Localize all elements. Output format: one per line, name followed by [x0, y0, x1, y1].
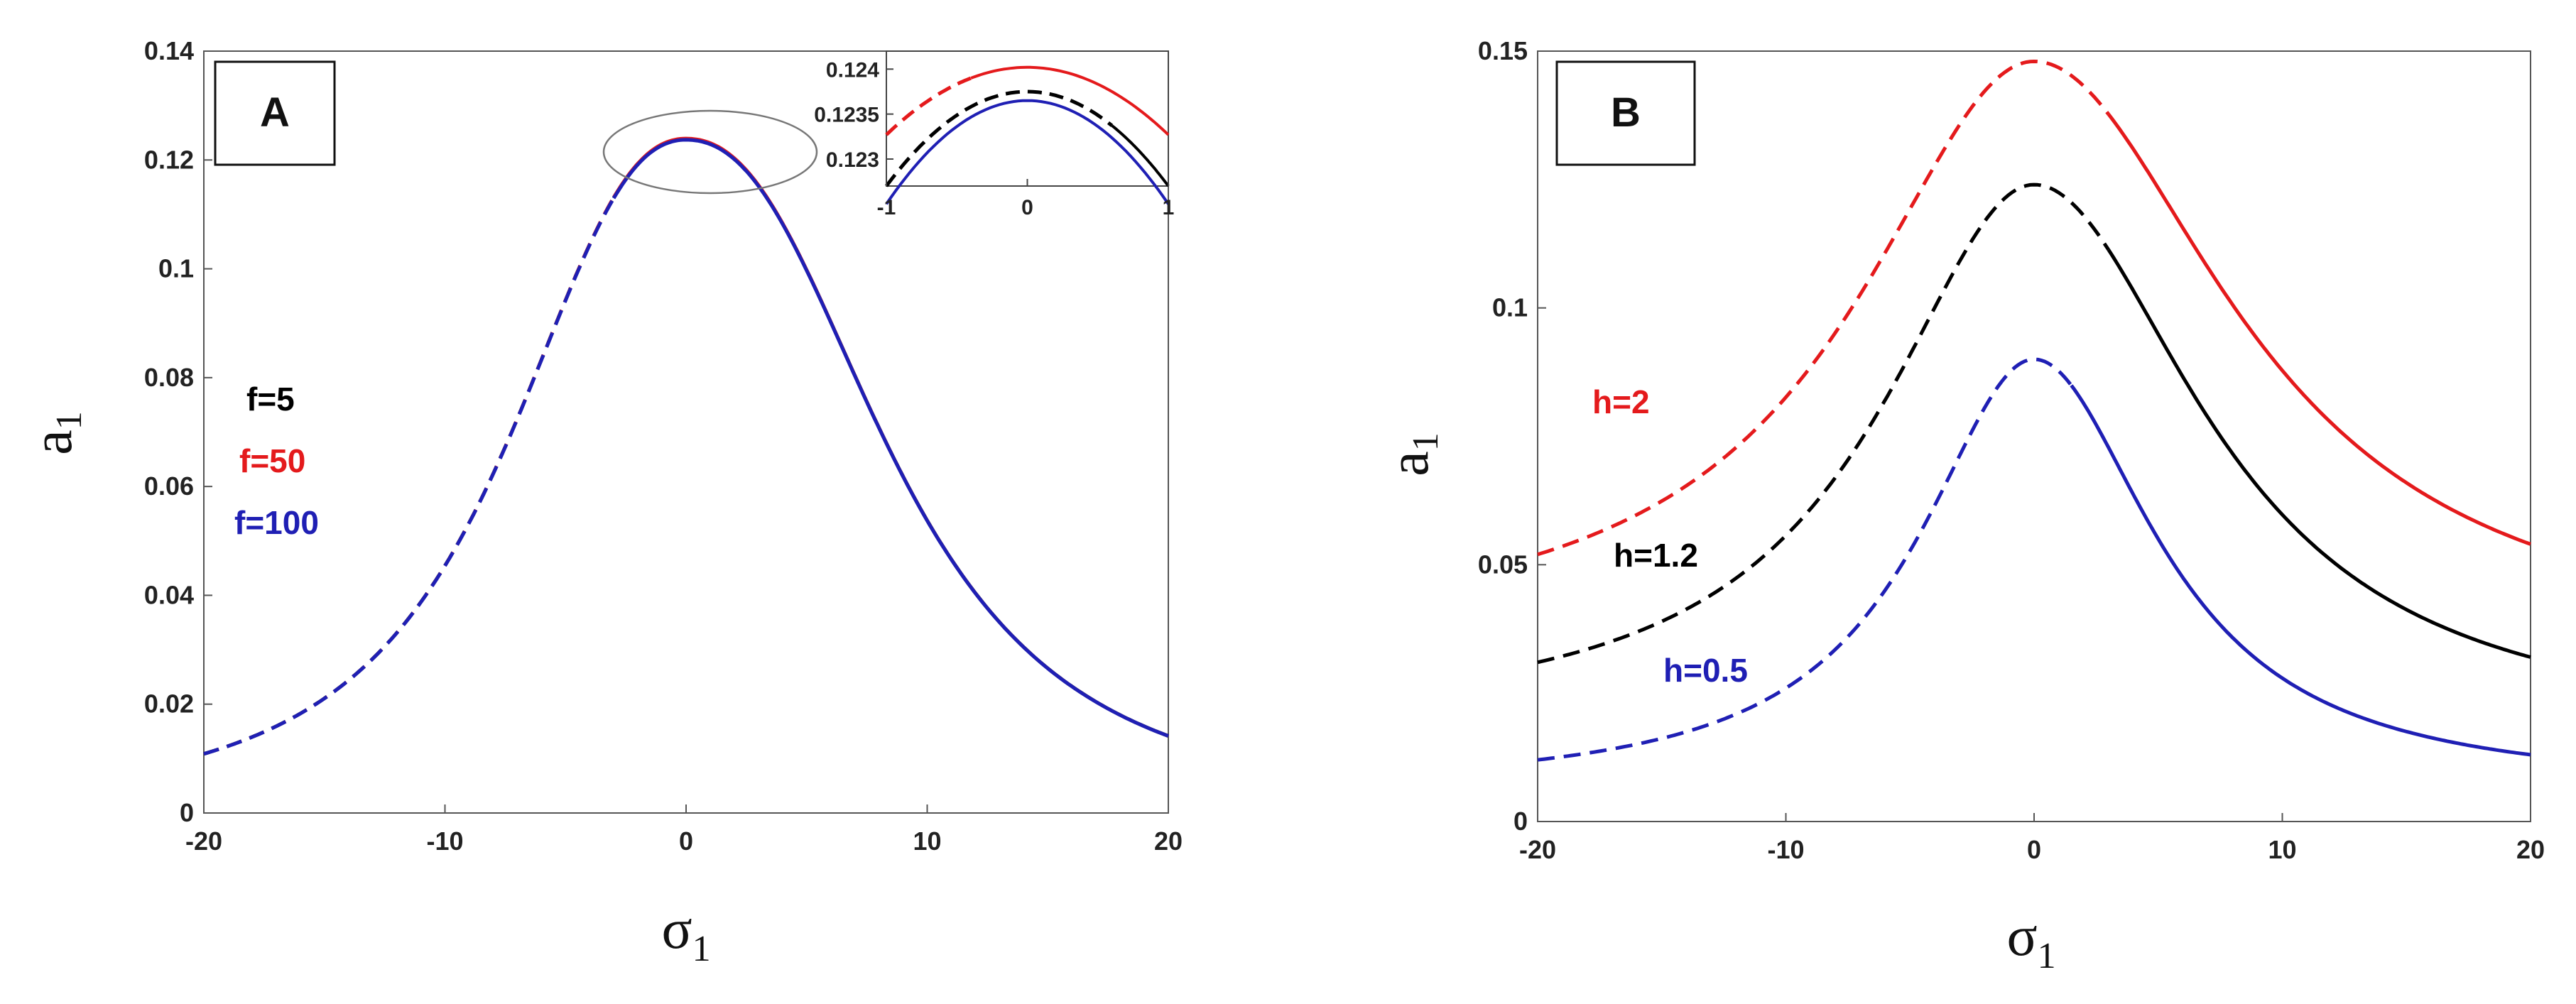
panel-a-label: A [260, 89, 290, 136]
panel-a-inset-curves [885, 65, 1170, 205]
panel-b-xtick-label: 20 [2516, 835, 2545, 864]
panel-a-xtick-label: 20 [1154, 826, 1183, 856]
legend-f100: f=100 [234, 504, 319, 541]
panel-b-series-h=0.5-solid [2070, 384, 2531, 757]
panel-a-x-ticks: -20 -10 0 10 20 [185, 804, 1183, 856]
panel-a-inset-y-ticks: 0.124 0.1235 0.123 [814, 58, 893, 172]
panel-b-plot-frame [1537, 50, 2531, 822]
legend-f50: f=50 [239, 442, 305, 479]
panel-a-series-f=100-solid [612, 138, 1169, 738]
legend-f5: f=5 [246, 381, 295, 418]
panel-a-y-ticks: 0 0.02 0.04 0.06 0.08 0.1 0.12 0.14 [144, 36, 212, 827]
panel-a-ytick-label: 0 [180, 798, 194, 827]
panel-b: 0 0.05 0.1 0.15 -20 -10 0 10 20 B h=2 h=1.2 h=0… [1378, 36, 2545, 976]
legend-h1-2: h=1.2 [1614, 537, 1698, 574]
legend-h0-5: h=0.5 [1663, 652, 1748, 689]
panel-b-series-h=2-solid [2107, 113, 2531, 546]
panel-b-label: B [1611, 89, 1641, 136]
panel-b-series-h=0.5-dashed [1537, 357, 2073, 762]
panel-a-zoom-ellipse [602, 109, 818, 195]
inset-xtick-label: -1 [877, 196, 896, 219]
panel-b-xtick-label: 0 [2027, 835, 2041, 864]
panel-b-ytick-label: 0.15 [1478, 36, 1528, 65]
panel-a-xtick-label: 10 [913, 826, 941, 856]
panel-b-ytick-label: 0.1 [1492, 293, 1528, 322]
inset-series-f=5-dashed [885, 89, 1114, 187]
panel-a-ytick-label: 0.14 [144, 36, 194, 65]
inset-series-f=100-solid [885, 99, 1170, 205]
legend-h2: h=2 [1592, 383, 1650, 420]
panel-a-ytick-label: 0.1 [158, 254, 194, 283]
panel-a: 00.020.040.060.080.10.120.14 -20 -10 0 10 20… [21, 36, 1183, 969]
panel-b-curves [1537, 59, 2531, 762]
panel-a-ytick-label: 0.12 [144, 145, 194, 174]
inset-series-f=5-solid [1111, 124, 1170, 187]
panel-b-series-h=2-dashed [1537, 59, 2110, 557]
panel-b-series-h=1.2-dashed [1537, 182, 2110, 665]
inset-ytick-label: 0.123 [826, 148, 879, 172]
panel-b-y-label: a1 [1378, 432, 1446, 476]
panel-b-label-box [1555, 60, 1696, 166]
inset-xtick-label: 1 [1163, 196, 1175, 219]
panel-a-curves [203, 136, 1169, 756]
panel-a-label-box [214, 60, 336, 166]
panel-a-ytick-label: 0.04 [144, 580, 194, 609]
panel-a-xtick-label: -10 [426, 826, 463, 856]
panel-b-series-h=1.2-solid [2107, 249, 2531, 659]
panel-b-x-ticks: -20 -10 0 10 20 [1519, 813, 2545, 864]
panel-b-x-label: σ1 [2006, 905, 2055, 976]
panel-a-inset-x-ticks: -1 0 1 [877, 179, 1175, 219]
panel-a-xtick-label: -20 [185, 826, 222, 856]
panel-a-series-f=50-solid [612, 136, 1169, 738]
panel-a-ytick-label: 0.06 [144, 471, 194, 501]
inset-ytick-label: 0.124 [826, 58, 879, 82]
panel-b-xtick-label: -10 [1767, 835, 1804, 864]
inset-series-f=50-dashed [885, 76, 972, 136]
panel-a-ytick-label: 0.08 [144, 363, 194, 392]
panel-a-xtick-label: 0 [679, 826, 693, 856]
panel-a-inset-frame [886, 50, 1169, 187]
panel-a-y-label: a1 [21, 411, 89, 455]
inset-xtick-label: 0 [1021, 196, 1033, 219]
inset-ytick-label: 0.1235 [814, 104, 879, 127]
panel-b-ytick-label: 0 [1513, 807, 1528, 836]
panel-a-series-f=100-dashed [203, 197, 616, 756]
panel-a-ytick-label: 0.02 [144, 689, 194, 719]
inset-series-f=50-solid [970, 65, 1170, 136]
panel-b-y-ticks: 0 0.05 0.1 0.15 [1478, 36, 1546, 836]
panel-b-xtick-label: 10 [2268, 835, 2296, 864]
panel-a-x-label: σ1 [661, 898, 710, 969]
panel-a-series-f=5-solid [612, 137, 1169, 738]
panel-b-xtick-label: -20 [1519, 835, 1556, 864]
panel-b-ytick-label: 0.05 [1478, 550, 1528, 579]
panel-a-inset: 0.124 0.1235 0.123 -1 0 1 [814, 50, 1175, 219]
